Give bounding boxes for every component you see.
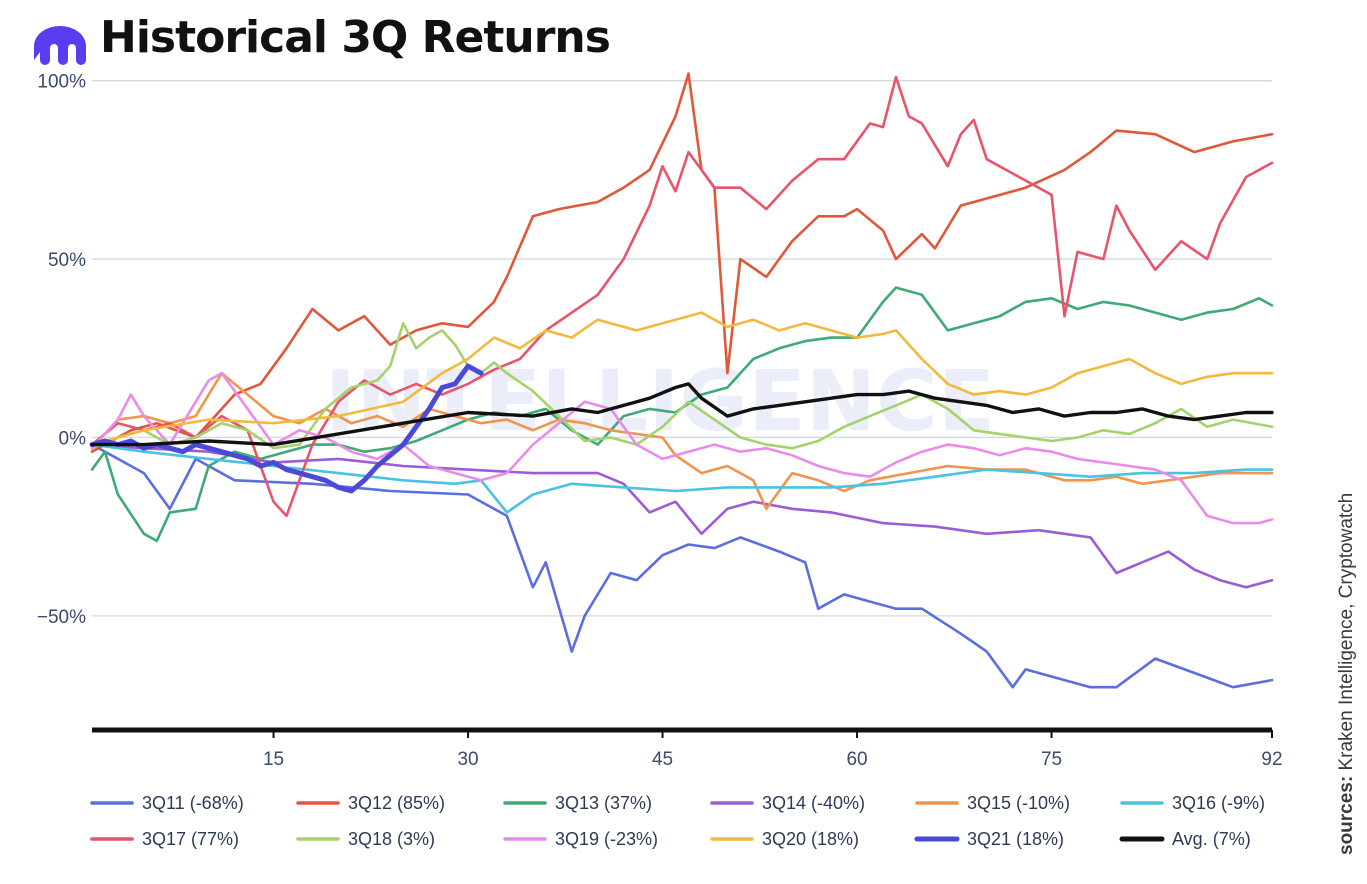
series-line-1: [90, 72, 1274, 453]
legend: 3Q11 (-68%) 3Q12 (85%) 3Q13 (37%) 3Q14 (-40…: [90, 793, 1265, 849]
y-tick-label: 100%: [37, 72, 86, 93]
series-line-0: [90, 443, 1274, 689]
y-tick-label: 50%: [48, 250, 86, 271]
legend-label: 3Q19 (-23%): [555, 829, 658, 849]
legend-label: 3Q21 (18%): [967, 829, 1064, 849]
legend-label: Avg. (7%): [1172, 829, 1251, 849]
source-value: Kraken Intelligence, Cryptowatch: [1336, 493, 1357, 776]
series-line-8: [90, 371, 1274, 525]
series-line-2: [90, 286, 1274, 543]
legend-label: 3Q16 (-9%): [1172, 793, 1265, 813]
legend-label: 3Q14 (-40%): [762, 793, 865, 813]
series-line-5: [90, 443, 1274, 514]
x-tick-label: 75: [1041, 749, 1062, 770]
gridlines: [92, 80, 1272, 617]
series-line-4: [90, 371, 1274, 511]
x-tick-label: 45: [652, 749, 673, 770]
x-tick-label: 60: [846, 749, 867, 770]
source-label: sources:: [1336, 776, 1357, 855]
y-axis-ticks: 100% 50% 0% −50%: [37, 72, 86, 628]
legend-label: 3Q17 (77%): [142, 829, 239, 849]
x-tick-label: 30: [457, 749, 478, 770]
x-axis: 15 30 45 60 75 92: [92, 727, 1283, 770]
legend-label: 3Q11 (-68%): [142, 793, 244, 813]
legend-label: 3Q12 (85%): [348, 793, 445, 813]
x-tick-label: 15: [263, 749, 284, 770]
source-note: sources: Kraken Intelligence, Cryptowatc…: [1336, 493, 1357, 855]
legend-label: 3Q18 (3%): [348, 829, 435, 849]
series-line-6: [90, 75, 1274, 518]
watermark-text: INTELLIGENCE: [325, 352, 995, 450]
series-line-11: [90, 382, 1274, 447]
legend-label: 3Q13 (37%): [555, 793, 652, 813]
line-chart: INTELLIGENCE 100%50%0%−50% 15 30 45 60 75 92 …: [37, 72, 1283, 849]
x-tick-label: 92: [1261, 749, 1282, 770]
series-line-9: [90, 311, 1274, 446]
legend-label: 3Q20 (18%): [762, 829, 859, 849]
y-tick-label: 0%: [59, 428, 87, 449]
y-tick-label: −50%: [37, 607, 86, 628]
source-text: sources: Kraken Intelligence, Cryptowatc…: [1336, 493, 1357, 855]
legend-label: 3Q15 (-10%): [967, 793, 1070, 813]
series-lines: [89, 72, 1274, 689]
kraken-logo-icon: [34, 26, 86, 65]
chart-title: Historical 3Q Returns: [100, 12, 611, 63]
